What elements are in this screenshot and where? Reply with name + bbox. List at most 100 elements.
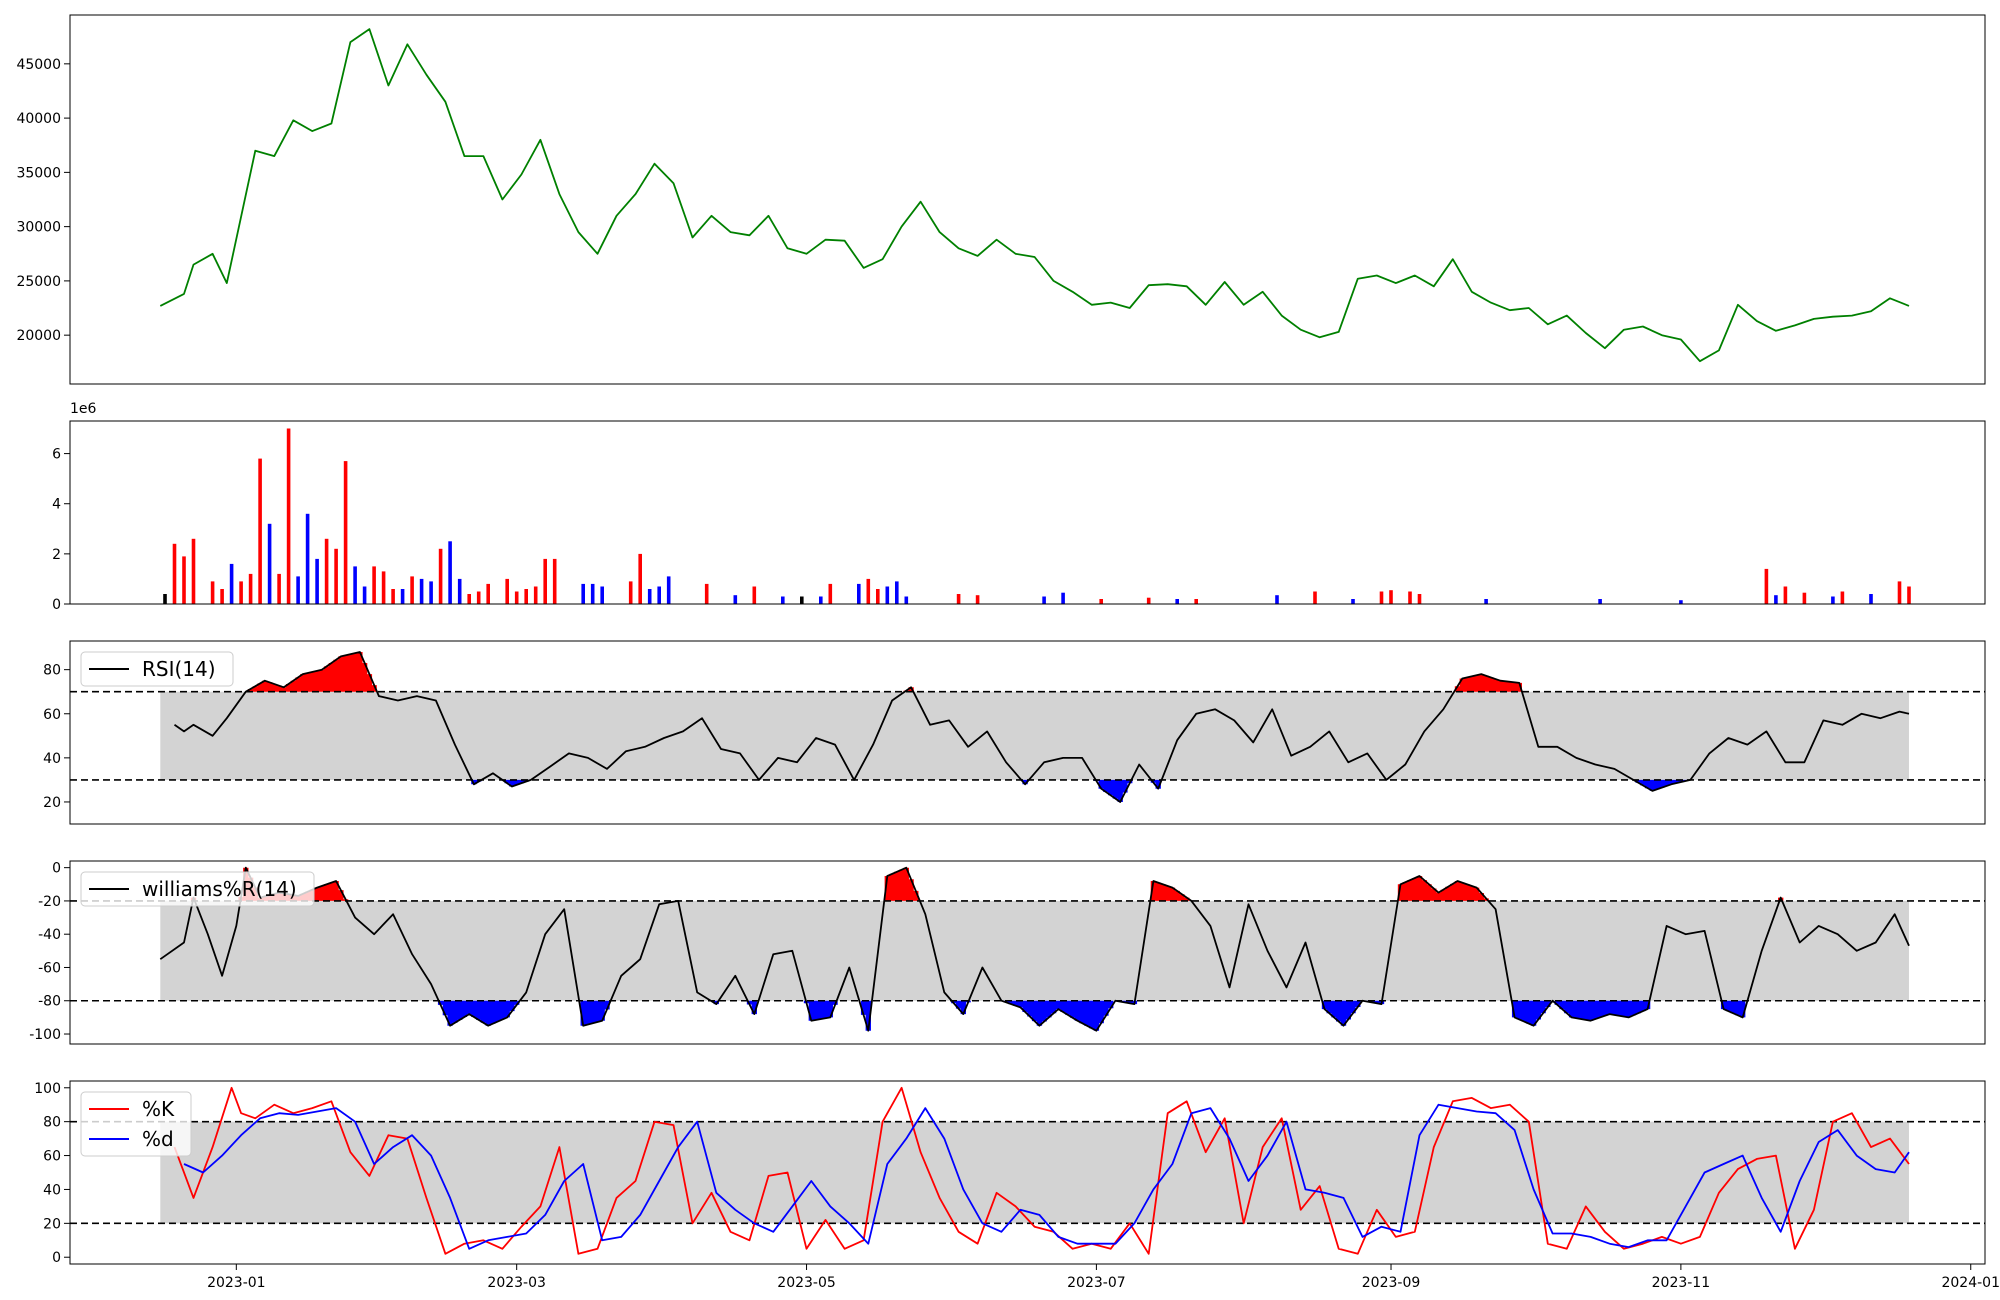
volume-bar-up [438,548,443,604]
volume-bar-up [1417,594,1422,604]
williams-ytick-label: 0 [52,861,61,877]
volume-bar-up [876,589,880,604]
volume-bar-up [1379,591,1384,604]
volume-bar-down [448,541,452,604]
williams-ytick-label: -20 [38,894,61,910]
price-ytick-label: 45000 [16,57,61,73]
williams-ytick-label: -80 [38,994,61,1010]
xtick-label: 2023-03 [487,1275,546,1291]
stochastic-legend-label: %K [142,1097,175,1121]
williams-line-0 [159,866,1910,1032]
volume-bar-up [381,571,386,604]
rsi-ytick-label: 80 [43,663,61,679]
volume-bar-up [628,581,633,604]
stochastic-neutral-band [160,1121,1909,1224]
price-ytick-label: 40000 [16,111,61,127]
volume-bar-down [362,586,367,604]
volume-bar-up [391,589,395,604]
rsi-line-0 [173,651,1910,803]
volume-bar-down [1831,596,1835,604]
rsi-neutral-band [160,691,1909,780]
volume-bar-down [1869,594,1873,604]
williams-neutral-band [160,900,1909,1001]
volume-bar-up [533,586,538,604]
stochastic-legend [80,1091,192,1157]
volume-bar-down [429,581,433,604]
volume-bar-up [1313,591,1317,604]
volume-bar-up [704,583,709,604]
volume-bar-down [895,581,899,604]
volume-bar-up [182,556,186,604]
price-ytick-label: 35000 [16,165,61,181]
stochastic-ytick-label: 80 [43,1115,61,1131]
volume-bar-up [248,573,253,604]
volume-bar-down [315,558,319,604]
volume-bar-down [581,583,585,604]
volume-bar-down [885,586,890,604]
volume-bar-down [267,523,272,604]
price-line [159,28,1910,363]
volume-bar-down [457,578,462,604]
volume-bar-up [1389,590,1393,604]
volume-bar-up [334,548,338,604]
volume-bar-up [1099,599,1103,604]
volume-bar-up [239,581,243,604]
volume-bar-up [1897,581,1902,604]
volume-bar-up [286,428,291,604]
volume-bar-up [1802,592,1807,604]
volume-bar-down [400,589,405,604]
volume-bar-down [904,596,909,604]
volume-bar-up [505,578,509,604]
volume-bar-up [1764,568,1769,604]
volume-bar-up [210,581,215,604]
rsi-oversold-fill [471,779,1689,802]
volume-offset-label: 1e6 [70,401,97,417]
rsi-ytick-label: 20 [43,795,61,811]
rsi-panel-frame [69,640,1986,825]
volume-bar-up [410,576,414,604]
stochastic-line-0 [173,1086,1910,1255]
volume-bar-up [277,573,281,604]
volume-bar-up [975,595,980,604]
volume-ytick-label: 4 [52,497,61,513]
price-panel-frame [69,14,1986,385]
volume-bar-up [1783,586,1788,604]
volume-bar-up [343,461,348,604]
volume-bar-down [857,583,861,604]
williams-panel-frame [69,860,1986,1045]
volume-ytick-label: 6 [52,447,61,463]
volume-bar-flat [163,594,167,604]
volume-bar-down [1598,599,1602,604]
volume-bar-up [514,591,519,604]
volume-bar-up [638,553,642,604]
williams-ytick-label: -60 [38,960,61,976]
rsi-ytick-label: 60 [43,707,61,723]
volume-bar-up [1194,599,1198,604]
volume-bar-up [752,586,757,604]
volume-bar-down [1351,599,1355,604]
volume-bar-down [781,596,785,604]
price-ytick-label: 20000 [16,328,61,344]
volume-bar-up [191,538,196,604]
volume-bar-down [647,589,652,604]
volume-bar-down [600,586,604,604]
stochastic-panel-frame [69,1080,1986,1265]
volume-bar-down [666,576,671,604]
williams-legend [80,871,315,907]
rsi-legend-label: RSI(14) [142,657,216,681]
xtick-label: 2024-01 [1941,1275,2000,1291]
volume-bar-up [552,558,557,604]
volume-bar-up [467,594,471,604]
volume-bar-up [258,458,262,604]
volume-ytick-label: 0 [52,597,61,613]
volume-bar-down [1774,595,1778,604]
stochastic-ytick-label: 20 [43,1216,61,1232]
volume-panel-frame [69,420,1986,605]
volume-bar-down [1061,592,1065,604]
volume-bar-down [296,576,300,604]
volume-bar-up [524,589,528,604]
volume-bar-flat [800,596,804,604]
volume-bar-up [476,591,481,604]
volume-bar-up [372,566,376,604]
